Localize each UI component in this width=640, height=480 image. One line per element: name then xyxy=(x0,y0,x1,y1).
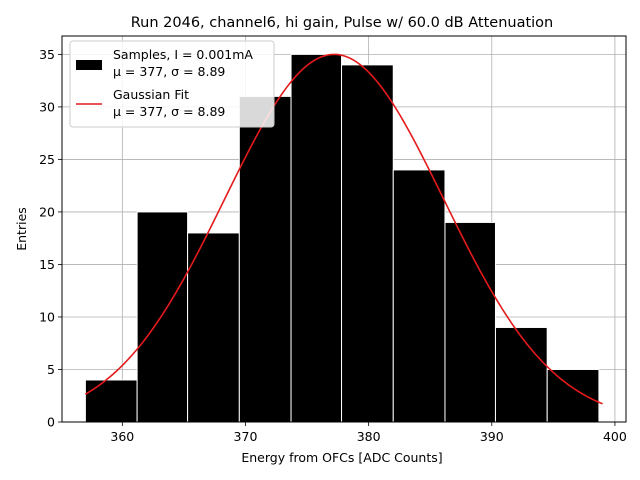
histogram-bar xyxy=(341,64,394,423)
y-tick-label: 10 xyxy=(39,309,55,324)
x-tick-label: 380 xyxy=(357,429,381,444)
axes-frame xyxy=(61,35,627,423)
histogram-bar xyxy=(290,53,343,423)
histogram-bar xyxy=(136,211,189,423)
x-axis-label: Energy from OFCs [ADC Counts] xyxy=(241,450,442,465)
legend-box xyxy=(69,40,275,128)
y-axis-label: Entries xyxy=(14,207,29,251)
gaussian-fit xyxy=(84,53,603,405)
legend-samples-stats: μ = 377, σ = 8.89 xyxy=(113,64,225,79)
y-tick-label: 30 xyxy=(39,99,55,114)
histogram-bar xyxy=(494,326,548,423)
y-tick-label: 25 xyxy=(39,152,55,167)
y-tick-label: 0 xyxy=(47,415,55,430)
gaussian-fit-curve xyxy=(84,53,603,405)
histogram-bars xyxy=(84,53,600,423)
histogram-bar xyxy=(187,232,240,423)
y-tick-label: 35 xyxy=(39,47,55,62)
histogram-bar xyxy=(84,379,138,423)
legend: Samples, I = 0.001mA μ = 377, σ = 8.89 G… xyxy=(69,40,275,128)
y-axis-ticks: 0 5 10 15 20 25 30 35 xyxy=(39,47,62,430)
x-tick-label: 390 xyxy=(480,429,504,444)
x-tick-label: 360 xyxy=(110,429,134,444)
x-tick-label: 400 xyxy=(603,429,627,444)
x-axis-ticks: 360 370 380 390 400 xyxy=(110,422,627,444)
y-tick-label: 5 xyxy=(47,362,55,377)
plot-area xyxy=(61,35,627,423)
histogram-bar xyxy=(546,368,600,423)
histogram-bar xyxy=(392,169,446,423)
legend-fit-label: Gaussian Fit xyxy=(113,87,189,102)
y-tick-label: 15 xyxy=(39,257,55,272)
x-tick-label: 370 xyxy=(234,429,258,444)
chart-title: Run 2046, channel6, hi gain, Pulse w/ 60… xyxy=(131,15,554,31)
legend-samples-label: Samples, I = 0.001mA xyxy=(113,47,253,62)
histogram-bar xyxy=(238,95,292,423)
y-tick-label: 20 xyxy=(39,204,55,219)
legend-samples-swatch xyxy=(76,60,102,70)
legend-fit-stats: μ = 377, σ = 8.89 xyxy=(113,104,225,119)
